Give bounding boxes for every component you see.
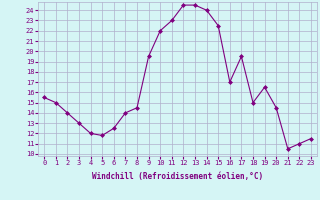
X-axis label: Windchill (Refroidissement éolien,°C): Windchill (Refroidissement éolien,°C) bbox=[92, 172, 263, 181]
